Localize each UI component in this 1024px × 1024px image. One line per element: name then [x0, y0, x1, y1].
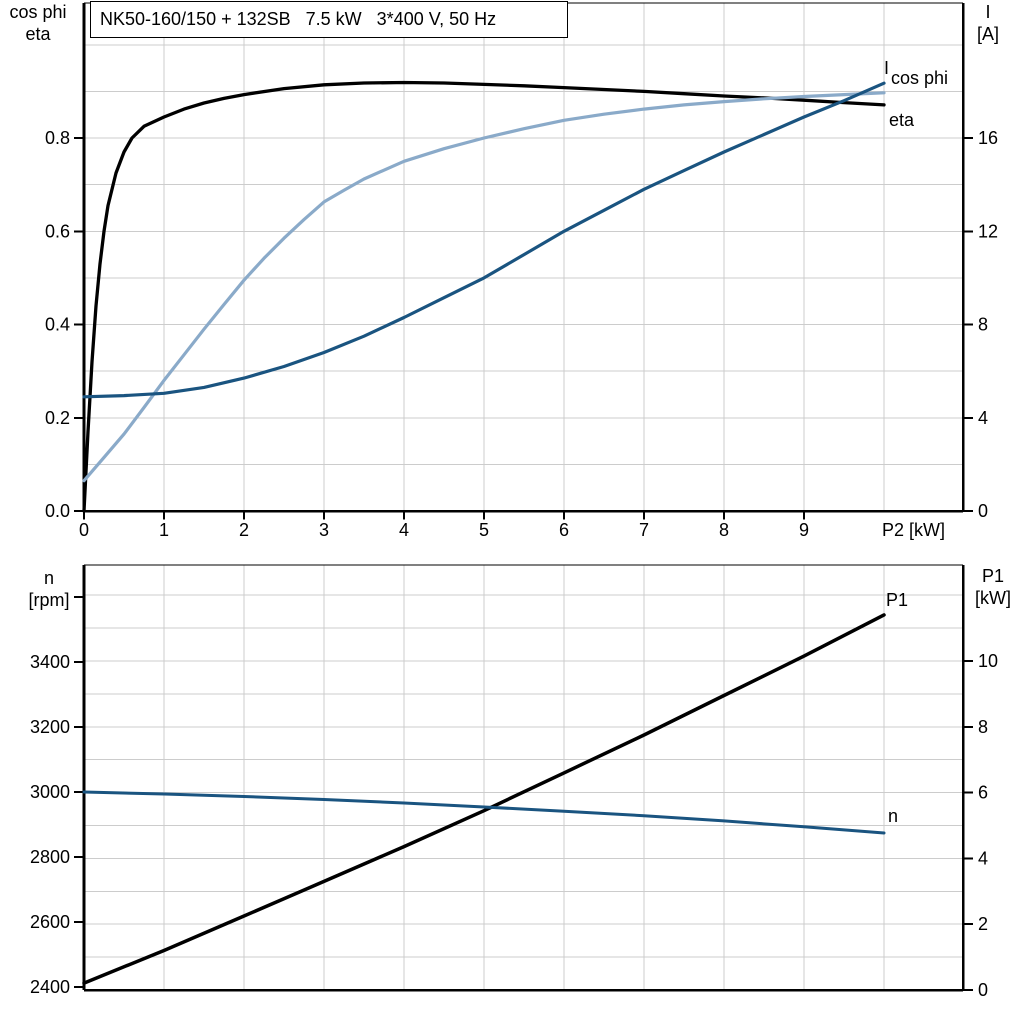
- eta-curve-label: eta: [889, 110, 915, 130]
- p1-curve: [82, 613, 886, 985]
- right-tick-label: 4: [978, 408, 988, 428]
- right-tick-label: 2: [978, 914, 988, 934]
- right-tick-label: 12: [978, 221, 998, 241]
- bottom-right-axis-header: P1 [kW]: [964, 565, 1022, 609]
- right-tick-label: 0: [978, 501, 988, 521]
- p1-axis-label: P1: [981, 566, 1005, 586]
- x-tick-label: 1: [159, 520, 169, 540]
- n-curve: [82, 790, 886, 835]
- left-tick-label: 0.8: [45, 128, 70, 148]
- left-tick-label: 3000: [30, 782, 70, 802]
- eta-curve: [82, 80, 886, 513]
- right-tick-label: 10: [978, 651, 998, 671]
- bottom-left-axis-header: n [rpm]: [12, 567, 86, 611]
- x-tick-label: 7: [639, 520, 649, 540]
- eta-axis-label: eta: [25, 24, 51, 44]
- top-left-axis-header: cos phi eta: [2, 1, 74, 45]
- x-tick-label: 9: [799, 520, 809, 540]
- p1-curve-label: P1: [886, 590, 908, 610]
- panel-bottom: 2400 2600 2800 3000 3200 3400 0 2 4 6 8 10 P1 n: [30, 564, 998, 1000]
- x-tick-label: 4: [399, 520, 409, 540]
- left-tick-label: 0.2: [45, 408, 70, 428]
- x-tick-label: 8: [719, 520, 729, 540]
- x-tick-label: 5: [479, 520, 489, 540]
- current-axis-label: I: [985, 2, 991, 22]
- i-curve-label: I: [884, 58, 889, 78]
- chart-title: NK50-160/150 + 132SB 7.5 kW 3*400 V, 50 …: [100, 9, 497, 29]
- right-tick-label: 6: [978, 783, 988, 803]
- right-tick-label: 16: [978, 128, 998, 148]
- rpm-unit-label: [rpm]: [28, 590, 70, 610]
- x-tick-label: 2: [239, 520, 249, 540]
- cos-phi-curve: [82, 91, 886, 483]
- x-tick-label: 0: [79, 520, 89, 540]
- cos-phi-axis-label: cos phi: [9, 2, 67, 22]
- speed-axis-label: n: [43, 568, 54, 588]
- left-tick-label: 0.0: [45, 501, 70, 521]
- title-box: NK50-160/150 + 132SB 7.5 kW 3*400 V, 50 …: [90, 1, 568, 38]
- left-tick-label: 2800: [30, 847, 70, 867]
- left-tick-label: 2400: [30, 977, 70, 997]
- i-curve: [82, 81, 886, 399]
- right-tick-label: 8: [978, 315, 988, 335]
- x-tick-label: 6: [559, 520, 569, 540]
- x-tick-label: 3: [319, 520, 329, 540]
- ampere-unit-label: [A]: [976, 24, 999, 44]
- left-tick-label: 3400: [30, 652, 70, 672]
- left-tick-label: 0.4: [45, 315, 70, 335]
- right-tick-label: 4: [978, 848, 988, 868]
- right-tick-label: 0: [978, 980, 988, 1000]
- left-tick-label: 2600: [30, 912, 70, 932]
- kw-unit-label: [kW]: [975, 588, 1011, 608]
- top-right-axis-header: I [A]: [960, 1, 1016, 45]
- x-axis-unit-label: P2 [kW]: [882, 520, 945, 540]
- cos-phi-curve-label: cos phi: [891, 68, 948, 88]
- left-tick-label: 0.6: [45, 221, 70, 241]
- left-tick-label: 3200: [30, 717, 70, 737]
- n-curve-label: n: [888, 806, 898, 826]
- right-tick-label: 8: [978, 717, 988, 737]
